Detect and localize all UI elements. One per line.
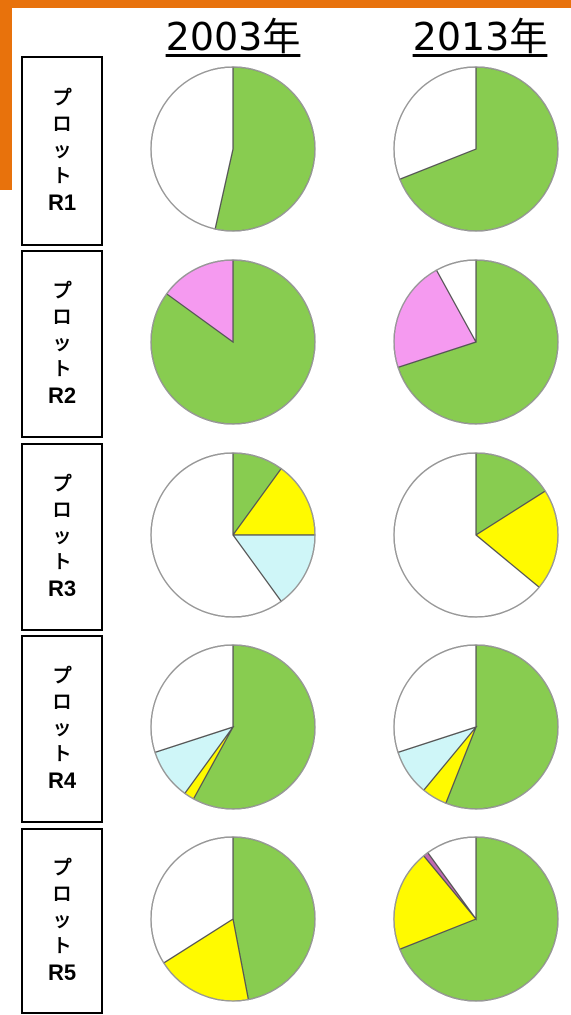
row-label-r3: プロット R3 xyxy=(21,443,103,631)
pie-slice-white xyxy=(150,66,234,230)
row-label-r4: プロット R4 xyxy=(21,635,103,823)
pie-outline xyxy=(150,836,316,1002)
row-label-char: ロ xyxy=(52,691,72,713)
pie-r5-2013 xyxy=(393,836,559,1002)
pie-outline xyxy=(150,259,316,425)
row-label-code: R3 xyxy=(47,576,77,601)
row-label-char: プ xyxy=(52,665,72,687)
pie-r2-2003 xyxy=(150,259,316,425)
pie-r3-2013 xyxy=(393,452,559,618)
row-label-code: R1 xyxy=(47,190,77,215)
row-label-code: R2 xyxy=(47,383,77,408)
row-label-char: プ xyxy=(52,87,72,109)
row-label-char: ッ xyxy=(52,139,72,161)
row-label-char: ッ xyxy=(52,332,72,354)
pie-outline xyxy=(393,644,559,810)
row-label-r1: プロット R1 xyxy=(21,56,103,246)
row-label-char: ト xyxy=(52,358,72,380)
row-label-char: プ xyxy=(52,280,72,302)
orange-top-accent xyxy=(0,0,571,8)
row-label-char: ト xyxy=(52,165,72,187)
pie-r1-2013 xyxy=(393,66,559,232)
pie-slice-green xyxy=(232,836,316,1001)
pie-outline xyxy=(393,66,559,232)
row-label-char: ッ xyxy=(52,717,72,739)
row-label-char: ッ xyxy=(52,525,72,547)
row-label-char: ロ xyxy=(52,499,72,521)
row-label-char: ロ xyxy=(52,306,72,328)
row-label-char: プ xyxy=(52,857,72,879)
row-label-r2: プロット R2 xyxy=(21,250,103,438)
pie-outline xyxy=(393,452,559,618)
pie-outline xyxy=(150,452,316,618)
year-header-2003: 2003年 xyxy=(165,15,301,59)
row-label-char: ト xyxy=(52,743,72,765)
row-label-char: プ xyxy=(52,473,72,495)
pie-r4-2013 xyxy=(393,644,559,810)
pie-r5-2003 xyxy=(150,836,316,1002)
row-label-char: ロ xyxy=(52,113,72,135)
pie-outline xyxy=(150,66,316,232)
pie-r3-2003 xyxy=(150,452,316,618)
row-label-r5: プロット R5 xyxy=(21,828,103,1014)
pie-r1-2003 xyxy=(150,66,316,232)
row-label-code: R5 xyxy=(47,960,77,985)
year-header-2013: 2013年 xyxy=(412,15,548,59)
row-label-char: ッ xyxy=(52,909,72,931)
row-label-char: ト xyxy=(52,935,72,957)
pie-outline xyxy=(393,259,559,425)
row-label-code: R4 xyxy=(47,768,77,793)
pie-r2-2013 xyxy=(393,259,559,425)
pie-outline xyxy=(150,644,316,810)
orange-side-accent xyxy=(0,0,12,190)
pie-outline xyxy=(393,836,559,1002)
row-label-char: ロ xyxy=(52,883,72,905)
pie-r4-2003 xyxy=(150,644,316,810)
row-label-char: ト xyxy=(52,551,72,573)
